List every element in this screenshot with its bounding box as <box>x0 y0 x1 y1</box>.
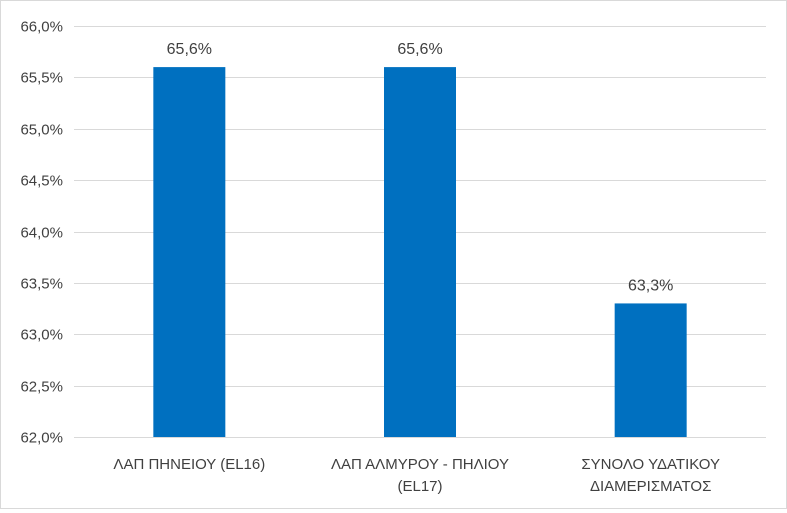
y-tick-label: 64,0% <box>20 225 63 242</box>
y-tick-label: 65,0% <box>20 122 63 139</box>
category-label-line: ΛΑΠ ΠΗΝΕΙΟΥ (EL16) <box>113 456 265 473</box>
bar-2 <box>614 303 687 437</box>
category-label-line: ΛΑΠ ΑΛΜΥΡΟΥ - ΠΗΛΙΟΥ <box>331 456 509 473</box>
category-label-0: ΛΑΠ ΠΗΝΕΙΟΥ (EL16) <box>113 456 265 473</box>
category-label-line: ΔΙΑΜΕΡΙΣΜΑΤΟΣ <box>590 478 711 495</box>
y-tick-label: 65,5% <box>20 70 63 87</box>
y-axis: 62,0% 62,5% 63,0% 63,5% 64,0% 64,5% 65,0% 65,5%… <box>20 19 63 447</box>
y-tick-label: 64,5% <box>20 173 63 190</box>
data-label-0: 65,6% <box>167 41 212 58</box>
x-axis: ΛΑΠ ΠΗΝΕΙΟΥ (EL16) ΛΑΠ ΑΛΜΥΡΟΥ - ΠΗΛΙΟΥ (E… <box>74 437 766 495</box>
data-labels: 65,6% 65,6% 63,3% <box>167 41 674 294</box>
data-label-1: 65,6% <box>397 41 442 58</box>
category-label-1: ΛΑΠ ΑΛΜΥΡΟΥ - ΠΗΛΙΟΥ (EL17) <box>331 456 509 495</box>
y-tick-label: 62,5% <box>20 379 63 396</box>
bar-1 <box>384 67 456 437</box>
y-tick-label: 63,5% <box>20 276 63 293</box>
y-tick-label: 63,0% <box>20 327 63 344</box>
y-tick-label: 66,0% <box>20 19 63 36</box>
data-label-2: 63,3% <box>628 277 673 294</box>
category-label-line: (EL17) <box>397 478 442 495</box>
category-label-line: ΣΥΝΟΛΟ ΥΔΑΤΙΚΟΥ <box>581 456 720 473</box>
bars <box>153 67 687 437</box>
category-label-2: ΣΥΝΟΛΟ ΥΔΑΤΙΚΟΥ ΔΙΑΜΕΡΙΣΜΑΤΟΣ <box>581 456 720 495</box>
y-tick-label: 62,0% <box>20 430 63 447</box>
bar-0 <box>153 67 226 437</box>
